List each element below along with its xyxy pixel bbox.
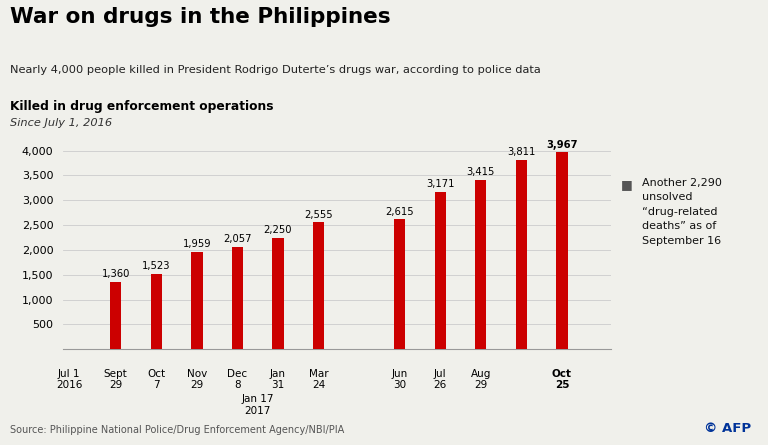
Text: © AFP: © AFP (704, 422, 751, 435)
Bar (313, 222, 324, 349)
Text: Oct
7: Oct 7 (147, 368, 165, 390)
Bar (151, 274, 162, 349)
Text: Jan
31: Jan 31 (270, 368, 286, 390)
Text: 1,360: 1,360 (101, 269, 130, 279)
Text: Mar
24: Mar 24 (309, 368, 329, 390)
Text: 2,250: 2,250 (263, 225, 292, 235)
Bar (110, 282, 121, 349)
Bar (394, 219, 406, 349)
Text: 2,555: 2,555 (304, 210, 333, 220)
Text: 3,171: 3,171 (426, 179, 455, 189)
Text: Jan 17
2017: Jan 17 2017 (241, 394, 274, 416)
Text: Sept
29: Sept 29 (104, 368, 127, 390)
Text: Another 2,290
unsolved
“drug-related
deaths” as of
September 16: Another 2,290 unsolved “drug-related dea… (642, 178, 722, 246)
Text: Since July 1, 2016: Since July 1, 2016 (10, 118, 112, 128)
Text: Jul
26: Jul 26 (434, 368, 447, 390)
Text: Nearly 4,000 people killed in President Rodrigo Duterte’s drugs war, according t: Nearly 4,000 people killed in President … (10, 65, 541, 74)
Bar (273, 238, 283, 349)
Text: 3,811: 3,811 (507, 147, 535, 157)
Bar (232, 247, 243, 349)
Text: Oct
25: Oct 25 (552, 368, 572, 390)
Text: Dec
8: Dec 8 (227, 368, 247, 390)
Bar (556, 152, 568, 349)
Text: Aug
29: Aug 29 (471, 368, 491, 390)
Text: Killed in drug enforcement operations: Killed in drug enforcement operations (10, 100, 273, 113)
Text: Source: Philippine National Police/Drug Enforcement Agency/NBI/PIA: Source: Philippine National Police/Drug … (10, 425, 344, 435)
Text: 2,057: 2,057 (223, 235, 252, 244)
Text: Jun
30: Jun 30 (392, 368, 408, 390)
Text: 3,967: 3,967 (546, 140, 578, 150)
Text: 2,615: 2,615 (386, 206, 414, 217)
Text: 1,959: 1,959 (183, 239, 211, 249)
Text: 1,523: 1,523 (142, 261, 170, 271)
Text: Jul 1
2016: Jul 1 2016 (56, 368, 82, 390)
Text: 3,415: 3,415 (467, 167, 495, 177)
Text: War on drugs in the Philippines: War on drugs in the Philippines (10, 7, 391, 27)
Bar (191, 252, 203, 349)
Bar (515, 160, 527, 349)
Bar (475, 180, 486, 349)
Bar (435, 192, 446, 349)
Text: ■: ■ (621, 178, 632, 191)
Text: Nov
29: Nov 29 (187, 368, 207, 390)
